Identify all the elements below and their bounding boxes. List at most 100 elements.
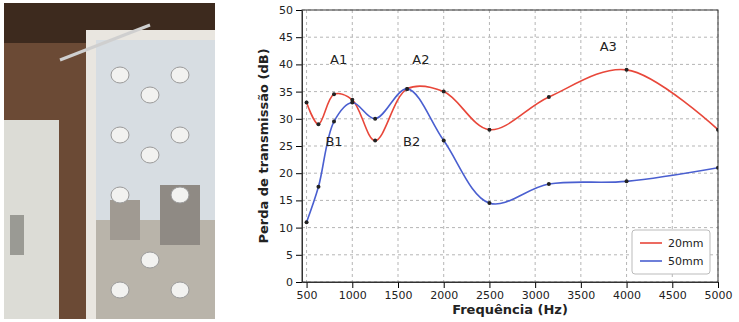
photo-resonator: [141, 147, 159, 163]
y-axis-tick-label: 10: [279, 222, 293, 235]
x-axis-tick: 500: [297, 282, 318, 302]
y-axis-tick-label: 45: [279, 31, 293, 44]
x-axis-tick-label: 500: [297, 289, 318, 302]
y-axis-tick-label: 40: [279, 58, 293, 71]
annotation: A1: [330, 52, 347, 67]
y-axis-tick-label: 35: [279, 86, 293, 99]
y-axis-tick: 5: [286, 249, 302, 262]
series-marker: [405, 87, 409, 91]
grid-line-x: [306, 10, 307, 282]
y-axis-tick-label: 20: [279, 167, 293, 180]
series-marker: [547, 182, 551, 186]
y-axis-tick-mark: [296, 37, 302, 38]
y-axis-tick-label: 15: [279, 194, 293, 207]
grid-line-y: [302, 37, 718, 38]
series-marker: [373, 139, 377, 143]
grid-line-y: [302, 64, 718, 65]
series-line: [307, 69, 718, 140]
series-marker: [316, 122, 320, 126]
x-axis-tick: 3500: [567, 282, 595, 302]
x-axis-title: Frequência (Hz): [452, 302, 568, 317]
legend: 20mm50mm: [632, 230, 710, 274]
photo-resonator: [171, 187, 189, 203]
photo-building: [160, 185, 200, 245]
grid-line-y: [302, 227, 718, 228]
y-axis-tick-label: 25: [279, 140, 293, 153]
y-axis-tick: 40: [279, 58, 302, 71]
series-marker: [487, 128, 491, 132]
y-axis-tick-mark: [296, 92, 302, 93]
y-axis-tick: 50: [279, 4, 302, 17]
x-axis-tick-mark: [627, 282, 628, 288]
y-axis-tick-mark: [296, 64, 302, 65]
photo-wall: [4, 3, 215, 319]
x-axis-tick: 2500: [476, 282, 504, 302]
y-axis-tick-label: 0: [286, 276, 293, 289]
y-axis-tick-mark: [296, 228, 302, 229]
x-axis-tick-label: 2000: [430, 289, 458, 302]
series-marker: [625, 68, 629, 72]
x-axis-tick: 5000: [705, 282, 733, 302]
photo-resonator: [111, 127, 129, 143]
legend-label: 50mm: [668, 255, 703, 268]
x-axis-tick-mark: [398, 282, 399, 288]
y-axis-tick: 0: [286, 276, 302, 289]
annotation: A3: [600, 39, 617, 54]
annotation: B2: [403, 134, 420, 149]
series-marker: [405, 87, 409, 91]
legend-swatch: [640, 260, 662, 262]
series-marker: [305, 100, 309, 104]
x-axis: 500100015002000250030003500400045005000: [297, 282, 733, 302]
x-axis-tick-mark: [718, 282, 719, 288]
series-marker: [316, 185, 320, 189]
y-axis-tick: 25: [279, 140, 302, 153]
x-axis-tick-mark: [672, 282, 673, 288]
x-axis-tick-label: 4000: [613, 289, 641, 302]
series-marker: [442, 90, 446, 94]
grid-line-x: [443, 10, 444, 282]
x-axis-tick-mark: [307, 282, 308, 288]
x-axis-tick-label: 1000: [339, 289, 367, 302]
legend-swatch: [640, 242, 662, 244]
photo-resonator: [141, 252, 159, 268]
photo-ac-unit: [4, 120, 59, 319]
y-axis-tick: 45: [279, 31, 302, 44]
photo: [4, 3, 215, 319]
x-axis-tick-label: 1500: [385, 289, 413, 302]
photo-window-frame: [86, 30, 215, 319]
series-marker: [716, 166, 718, 170]
annotation: B1: [325, 134, 342, 149]
y-axis-tick: 20: [279, 167, 302, 180]
x-axis-tick-mark: [352, 282, 353, 288]
x-axis-tick: 4000: [613, 282, 641, 302]
x-axis-tick-label: 5000: [705, 289, 733, 302]
photo-sky: [96, 40, 215, 319]
plot-area: [305, 68, 718, 224]
y-axis-tick-mark: [296, 282, 302, 283]
y-axis-tick-mark: [296, 255, 302, 256]
photo-resonator: [171, 67, 189, 83]
y-axis-tick: 10: [279, 222, 302, 235]
y-axis-tick-label: 50: [279, 4, 293, 17]
grid-line-y: [302, 173, 718, 174]
series-marker: [332, 120, 336, 124]
photo-resonator: [171, 282, 189, 298]
series-marker: [332, 92, 336, 96]
series-marker: [547, 95, 551, 99]
x-axis-tick-mark: [444, 282, 445, 288]
x-axis-tick: 1500: [385, 282, 413, 302]
x-axis-tick: 2000: [430, 282, 458, 302]
x-axis-tick: 1000: [339, 282, 367, 302]
grid-line-x: [535, 10, 536, 282]
chart-root: 5001000150020002500300035004000450050000…: [0, 0, 739, 322]
y-axis-tick: 15: [279, 194, 302, 207]
photo-resonator: [111, 187, 129, 203]
y-axis-tick-label: 30: [279, 113, 293, 126]
legend-box: [632, 230, 710, 274]
photo-building: [110, 200, 140, 240]
x-axis-tick-label: 3000: [522, 289, 550, 302]
photo-resonator: [141, 87, 159, 103]
series-line: [307, 89, 718, 222]
x-axis-tick: 3000: [522, 282, 550, 302]
series-marker: [350, 100, 354, 104]
